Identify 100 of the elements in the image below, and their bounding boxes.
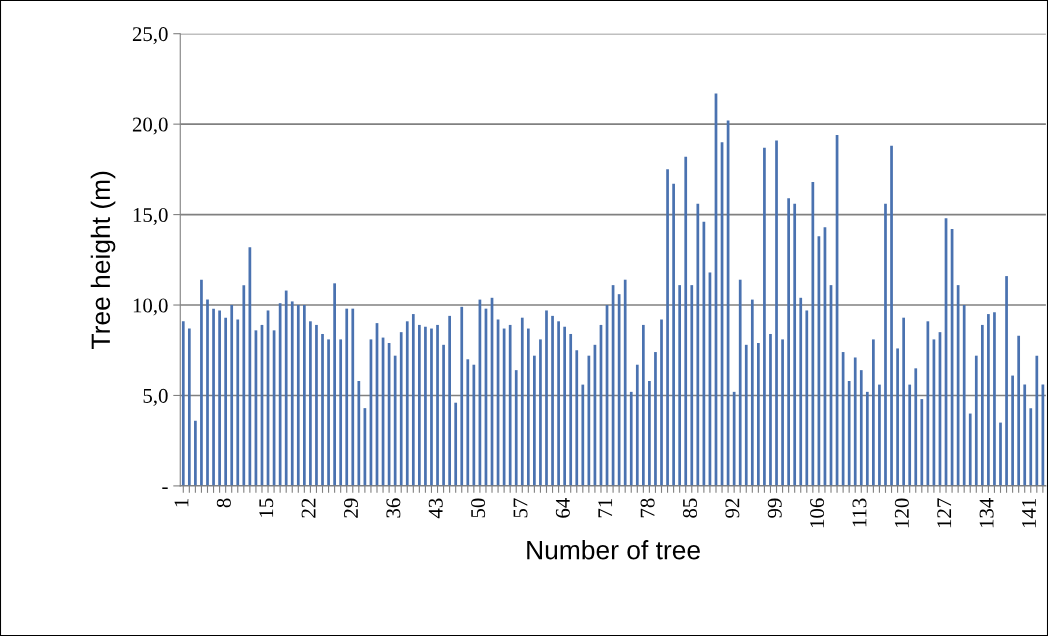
- bar: [853, 357, 857, 486]
- bar: [212, 308, 215, 486]
- y-tick-label: -: [162, 487, 168, 489]
- bar: [926, 321, 930, 486]
- bar: [872, 339, 875, 486]
- bar: [763, 147, 766, 486]
- bar: [194, 420, 197, 486]
- bar: [339, 339, 343, 486]
- x-tick-label: 85: [682, 498, 697, 518]
- bar: [690, 285, 694, 486]
- bar: [460, 306, 464, 486]
- y-tick-label: 20,0: [132, 117, 168, 135]
- bar: [1017, 335, 1021, 486]
- bar: [962, 305, 966, 486]
- bar: [321, 333, 324, 486]
- bar: [399, 332, 403, 486]
- x-tick-label: 92: [725, 498, 740, 518]
- bar: [181, 321, 185, 486]
- bar: [847, 380, 851, 486]
- bar: [508, 324, 512, 486]
- x-tick-label: 78: [640, 498, 655, 518]
- bar: [865, 391, 869, 486]
- bar: [999, 422, 1002, 486]
- x-tick-label: 141: [1022, 498, 1036, 528]
- bar: [775, 140, 778, 486]
- x-tick-label: 106: [810, 498, 825, 528]
- bar: [914, 368, 918, 486]
- bar: [884, 203, 887, 486]
- bar: [284, 290, 288, 486]
- x-tick-label: 15: [259, 498, 274, 517]
- bar: [296, 305, 300, 486]
- x-tick-label: 113: [852, 498, 867, 527]
- bar: [472, 364, 476, 486]
- bar: [436, 324, 439, 486]
- bar: [448, 315, 451, 486]
- bar: [641, 324, 645, 486]
- bar: [454, 402, 458, 486]
- bar: [811, 182, 815, 486]
- bar: [648, 380, 651, 486]
- bar: [424, 326, 427, 486]
- bar: [411, 314, 415, 486]
- bar: [230, 305, 234, 486]
- bar: [224, 317, 228, 486]
- bar: [890, 145, 893, 486]
- x-tick-label: 64: [555, 498, 570, 518]
- x-tick-label: 8: [216, 498, 231, 508]
- bar: [908, 384, 912, 486]
- bar: [526, 328, 530, 486]
- bar: [629, 391, 633, 486]
- x-tick-label: 22: [301, 498, 316, 518]
- bar: [902, 317, 906, 486]
- x-tick-label: 134: [979, 498, 994, 528]
- bar: [315, 324, 318, 486]
- bar: [351, 308, 355, 486]
- bar: [672, 183, 675, 486]
- bar: [575, 350, 579, 486]
- bar: [206, 299, 209, 486]
- bar: [563, 326, 567, 486]
- bar: [805, 310, 809, 486]
- bar: [859, 370, 863, 486]
- x-tick-label: 99: [767, 498, 782, 518]
- x-tick-label: 57: [513, 498, 528, 518]
- bar: [744, 344, 748, 486]
- bar: [678, 285, 682, 486]
- bar: [302, 305, 306, 486]
- bar: [968, 413, 972, 486]
- bar: [327, 339, 330, 486]
- bar: [920, 399, 924, 486]
- bar: [757, 343, 760, 486]
- bar: [569, 333, 573, 486]
- bar: [357, 380, 361, 486]
- y-tick-label: 10,0: [133, 298, 168, 316]
- bar: [896, 348, 899, 486]
- y-axis-title: Tree height (m): [90, 171, 116, 349]
- bar: [466, 359, 470, 486]
- bar: [660, 319, 663, 486]
- bar: [654, 352, 657, 486]
- bar: [1023, 384, 1027, 486]
- x-tick-label: 36: [386, 498, 401, 518]
- bar: [418, 324, 421, 486]
- bar: [557, 321, 560, 486]
- bar: [696, 203, 700, 486]
- bar: [442, 344, 445, 486]
- bar: [309, 321, 312, 486]
- bar: [787, 198, 790, 486]
- bar: [533, 355, 536, 486]
- x-tick-label: 43: [428, 498, 443, 519]
- x-tick-label: 127: [937, 498, 952, 528]
- bar: [781, 339, 784, 486]
- bar: [799, 297, 803, 486]
- bar: [750, 299, 754, 486]
- bar: [793, 203, 797, 486]
- bar: [1035, 355, 1039, 486]
- x-tick-label: 50: [471, 498, 486, 518]
- y-tick-label: 25,0: [132, 27, 168, 45]
- bar: [539, 339, 542, 486]
- bar: [278, 303, 282, 486]
- bar: [684, 156, 688, 486]
- x-tick-label: 71: [598, 498, 613, 518]
- bar: [769, 333, 772, 486]
